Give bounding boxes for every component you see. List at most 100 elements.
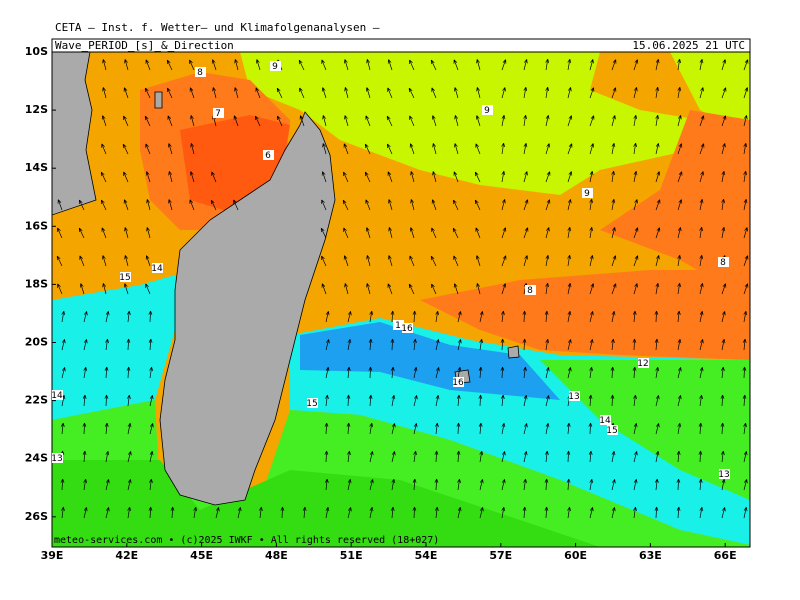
wave-arrow (127, 394, 131, 407)
wave-arrow (567, 367, 572, 379)
wave-arrow (453, 199, 459, 211)
wave-arrow (655, 199, 661, 211)
wave-arrow (699, 367, 704, 379)
frame (51, 51, 751, 548)
wave-arrow (435, 367, 440, 379)
wave-arrow (655, 366, 660, 379)
wave-arrow (321, 59, 327, 71)
wave-arrow (611, 311, 616, 323)
wave-arrow (589, 171, 594, 183)
wave-arrow (435, 310, 440, 323)
wave-arrow (677, 199, 683, 211)
contour-label-bg (213, 108, 224, 118)
wave-arrow (567, 226, 572, 239)
wave-arrow (212, 87, 217, 99)
wave-arrow (699, 339, 704, 351)
wave-arrow (721, 507, 726, 519)
wave-arrow (676, 310, 681, 323)
wave-arrow (699, 506, 704, 519)
wave-arrow (189, 59, 195, 71)
wave-arrow (391, 423, 396, 435)
wave-arrow (365, 199, 371, 211)
wave-arrow (102, 87, 107, 99)
footer: meteo-services.com • (c)2025 IWKF • All … (54, 535, 439, 546)
wave-arrow (677, 367, 682, 379)
wave-arrow (523, 86, 528, 99)
contour-label: 6 (265, 151, 271, 161)
wave-arrow (523, 171, 528, 183)
wave-arrow (434, 478, 439, 491)
wave-arrow (743, 422, 747, 435)
wave-arrow (369, 451, 374, 463)
wave-arrow (501, 283, 507, 295)
wave-arrow (391, 478, 396, 491)
wave-arrow (699, 283, 704, 295)
wave-arrow (431, 199, 437, 211)
wave-arrow (456, 450, 461, 463)
wave-arrow (655, 255, 660, 267)
wave-arrow (567, 115, 573, 127)
wave-arrow (567, 171, 573, 183)
wave-arrow (126, 338, 131, 351)
wave-arrow (167, 115, 173, 127)
contour-label: 15 (606, 426, 617, 436)
wave-arrow (677, 58, 681, 71)
wave-arrow (523, 227, 529, 239)
wave-arrow (78, 199, 85, 211)
wave-arrow (677, 86, 682, 99)
wave-arrow (105, 311, 110, 323)
wave-arrow (457, 478, 461, 491)
wave-arrow (124, 255, 129, 267)
wave-arrow (83, 366, 88, 379)
wave-arrow (501, 255, 507, 267)
wave-arrow (387, 59, 393, 71)
wave-arrow (391, 451, 396, 463)
wave-arrow (545, 395, 550, 407)
wave-arrow (589, 143, 594, 155)
wave-arrow (522, 338, 527, 351)
wave-arrow (409, 115, 415, 127)
wave-arrow (742, 338, 747, 351)
lon-label: 60E (564, 549, 587, 562)
wave-arrow (325, 311, 330, 323)
wave-arrow (676, 450, 681, 463)
wave-arrow (566, 478, 571, 491)
wave-arrow (655, 451, 660, 463)
wave-arrow (721, 479, 726, 491)
wave-arrow (104, 394, 109, 407)
wave-arrow (545, 450, 549, 463)
wave-arrow (344, 87, 349, 99)
wave-arrow (280, 506, 285, 519)
wave-arrow (588, 450, 593, 463)
wave-arrow (432, 143, 437, 155)
wave-arrow (78, 227, 85, 239)
wave-arrow (676, 506, 681, 519)
contour-label: 16 (452, 378, 464, 388)
wave-arrow (123, 199, 129, 211)
wave-arrow (677, 339, 682, 351)
wave-arrow (743, 283, 749, 295)
wave-arrow (501, 59, 507, 71)
wave-arrow (104, 422, 109, 435)
wave-arrow (390, 310, 395, 323)
lat-label: 14S (25, 161, 48, 174)
wave-arrow (589, 311, 594, 323)
wave-arrow (126, 366, 131, 379)
wave-arrow (611, 479, 616, 491)
wave-arrow (699, 394, 703, 407)
wave-arrow (655, 282, 660, 295)
wave-arrow (545, 338, 550, 351)
wave-arrow (567, 339, 572, 351)
wave-arrow (698, 422, 703, 435)
wave-arrow (654, 338, 659, 351)
wave-arrow (298, 59, 305, 71)
wave-arrow (79, 255, 85, 267)
wave-arrow (123, 87, 129, 99)
lat-label: 18S (25, 277, 48, 290)
contour-label: 12 (637, 359, 648, 369)
wave-arrow (721, 339, 726, 351)
wave-arrow (211, 171, 217, 183)
contour-label-bg (525, 285, 536, 295)
wave-arrow (388, 199, 393, 211)
